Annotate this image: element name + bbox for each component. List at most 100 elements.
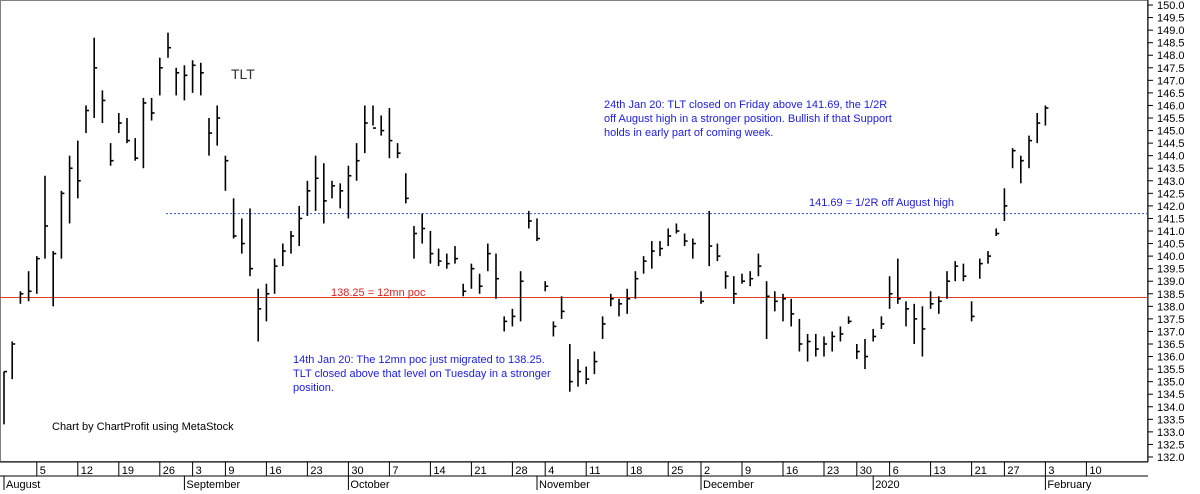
x-day-label: 16 (269, 465, 281, 477)
price-bar-80 (659, 241, 663, 257)
price-bar-81 (667, 228, 672, 247)
x-day-label: 18 (630, 465, 642, 477)
price-bar-78 (642, 256, 647, 274)
price-bar-20 (167, 32, 171, 58)
poc-line-label: 138.25 = 12mn poc (331, 287, 426, 299)
chart-credit: Chart by ChartProfit using MetaStock (52, 421, 234, 433)
price-bar-68 (560, 296, 565, 319)
x-day-label: 26 (163, 465, 175, 477)
price-bar-48 (396, 143, 401, 159)
price-bar-42 (347, 165, 352, 219)
y-tick-label: 138.5 (1157, 289, 1185, 301)
price-bar-115 (946, 271, 950, 299)
y-tick-label: 145.0 (1157, 126, 1185, 138)
price-bar-32 (265, 283, 270, 322)
y-tick-label: 132.0 (1157, 452, 1185, 464)
support-line-label: 141.69 = 1/2R off August high (809, 197, 955, 209)
price-bar-98 (806, 333, 811, 362)
x-day-label: 2 (704, 465, 710, 477)
price-bar-51 (421, 213, 426, 244)
price-bar-8 (68, 155, 73, 224)
price-bar-76 (626, 288, 631, 314)
price-bar-21 (175, 67, 180, 96)
price-bar-13 (109, 143, 114, 166)
price-bars (3, 32, 1049, 425)
price-bar-57 (470, 263, 475, 289)
price-bar-61 (503, 316, 508, 332)
price-bar-94 (773, 291, 778, 312)
price-bar-88 (724, 271, 729, 289)
price-bar-37 (306, 180, 311, 216)
y-tick-label: 146.0 (1157, 100, 1185, 112)
y-tick-label: 142.0 (1157, 201, 1185, 213)
price-bar-107 (880, 316, 885, 329)
x-day-label: 25 (671, 465, 683, 477)
price-bar-124 (1019, 155, 1024, 184)
y-tick-label: 135.5 (1157, 364, 1185, 376)
price-bar-44 (363, 105, 368, 154)
price-bar-114 (937, 296, 942, 314)
price-bar-109 (896, 258, 901, 304)
price-bar-87 (716, 243, 721, 262)
y-tick-label: 139.0 (1157, 276, 1185, 288)
price-bar-50 (413, 225, 417, 259)
x-day-label: 10 (1089, 465, 1101, 477)
price-bar-90 (741, 273, 745, 284)
price-bar-66 (544, 281, 549, 292)
x-day-label: 21 (474, 465, 486, 477)
price-bar-11 (93, 37, 98, 119)
price-bar-5 (44, 175, 48, 259)
x-day-label: 13 (934, 465, 946, 477)
price-bar-45 (372, 105, 376, 129)
annotation-jan14: 14th Jan 20: The 12mn poc just migrated … (293, 353, 551, 395)
x-month-label: 2020 (875, 479, 899, 491)
price-bar-7 (60, 190, 65, 259)
price-bar-93 (765, 281, 770, 339)
x-month-label: February (1047, 479, 1092, 491)
annotation-jan14-line-1: 14th Jan 20: The 12mn poc just migrated … (293, 354, 545, 366)
price-bar-121 (995, 228, 1000, 237)
price-bar-27 (224, 155, 229, 191)
price-bar-59 (486, 243, 491, 272)
price-bar-84 (691, 238, 696, 259)
price-bar-54 (445, 253, 450, 269)
x-day-label: 3 (1048, 465, 1054, 477)
x-day-label: 19 (122, 465, 134, 477)
price-bar-56 (462, 283, 467, 297)
price-bar-65 (536, 218, 540, 242)
price-bar-14 (118, 112, 122, 134)
price-bar-25 (208, 118, 212, 156)
y-axis: 132.0132.5133.0133.5134.0134.5135.0135.5… (1148, 0, 1185, 464)
y-tick-label: 138.0 (1157, 301, 1185, 313)
price-bar-24 (200, 62, 204, 96)
y-tick-label: 132.5 (1157, 439, 1185, 451)
price-bar-127 (1044, 105, 1049, 126)
price-bar-28 (232, 198, 237, 239)
price-bar-77 (634, 271, 639, 299)
x-month-label: September (186, 479, 240, 491)
plot-border (0, 0, 1148, 462)
price-bar-0 (3, 370, 7, 425)
price-bar-4 (35, 256, 40, 294)
y-tick-label: 148.5 (1157, 38, 1185, 50)
price-bar-62 (511, 308, 516, 327)
price-bar-34 (281, 243, 286, 267)
price-bar-71 (585, 366, 590, 385)
price-bar-72 (593, 351, 598, 375)
price-bar-79 (650, 241, 655, 269)
price-bar-9 (77, 140, 81, 199)
y-tick-label: 133.5 (1157, 414, 1185, 426)
y-tick-label: 141.5 (1157, 213, 1185, 225)
annotation-jan14-line-3: position. (293, 382, 334, 394)
price-bar-106 (872, 328, 877, 342)
price-bar-15 (126, 118, 130, 144)
price-bar-12 (101, 90, 106, 124)
price-bar-23 (191, 60, 196, 93)
price-bar-74 (609, 293, 614, 307)
price-bar-10 (85, 105, 89, 134)
price-bar-6 (52, 251, 57, 307)
y-tick-label: 144.0 (1157, 151, 1185, 163)
price-bar-83 (683, 233, 688, 247)
y-tick-label: 139.5 (1157, 264, 1185, 276)
